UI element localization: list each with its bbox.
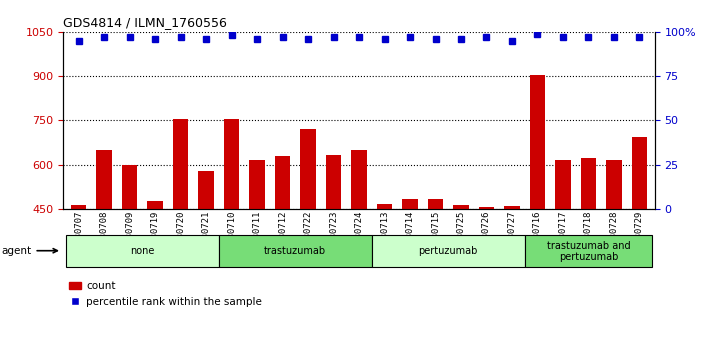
- Bar: [326, 155, 341, 342]
- Text: pertuzumab: pertuzumab: [419, 246, 478, 256]
- Bar: [606, 160, 622, 342]
- Bar: [581, 158, 596, 342]
- Bar: [219, 235, 372, 267]
- Bar: [122, 165, 137, 342]
- Bar: [249, 160, 265, 342]
- Text: trastuzumab: trastuzumab: [264, 246, 327, 256]
- Bar: [631, 137, 647, 342]
- Bar: [403, 199, 417, 342]
- Bar: [479, 207, 494, 342]
- Bar: [524, 235, 652, 267]
- Bar: [71, 205, 87, 342]
- Bar: [372, 235, 524, 267]
- Bar: [275, 156, 290, 342]
- Bar: [351, 150, 367, 342]
- Text: trastuzumab and
pertuzumab: trastuzumab and pertuzumab: [546, 240, 630, 262]
- Bar: [147, 201, 163, 342]
- Bar: [504, 206, 520, 342]
- Text: GDS4814 / ILMN_1760556: GDS4814 / ILMN_1760556: [63, 16, 227, 29]
- Bar: [96, 150, 112, 342]
- Bar: [428, 199, 443, 342]
- Bar: [555, 160, 571, 342]
- Text: agent: agent: [1, 246, 57, 256]
- Bar: [530, 75, 545, 342]
- Bar: [453, 205, 469, 342]
- Bar: [377, 204, 392, 342]
- Bar: [66, 235, 219, 267]
- Text: none: none: [130, 246, 155, 256]
- Bar: [224, 119, 239, 342]
- Legend: count, percentile rank within the sample: count, percentile rank within the sample: [68, 281, 262, 307]
- Bar: [301, 129, 315, 342]
- Bar: [173, 119, 188, 342]
- Bar: [199, 171, 214, 342]
